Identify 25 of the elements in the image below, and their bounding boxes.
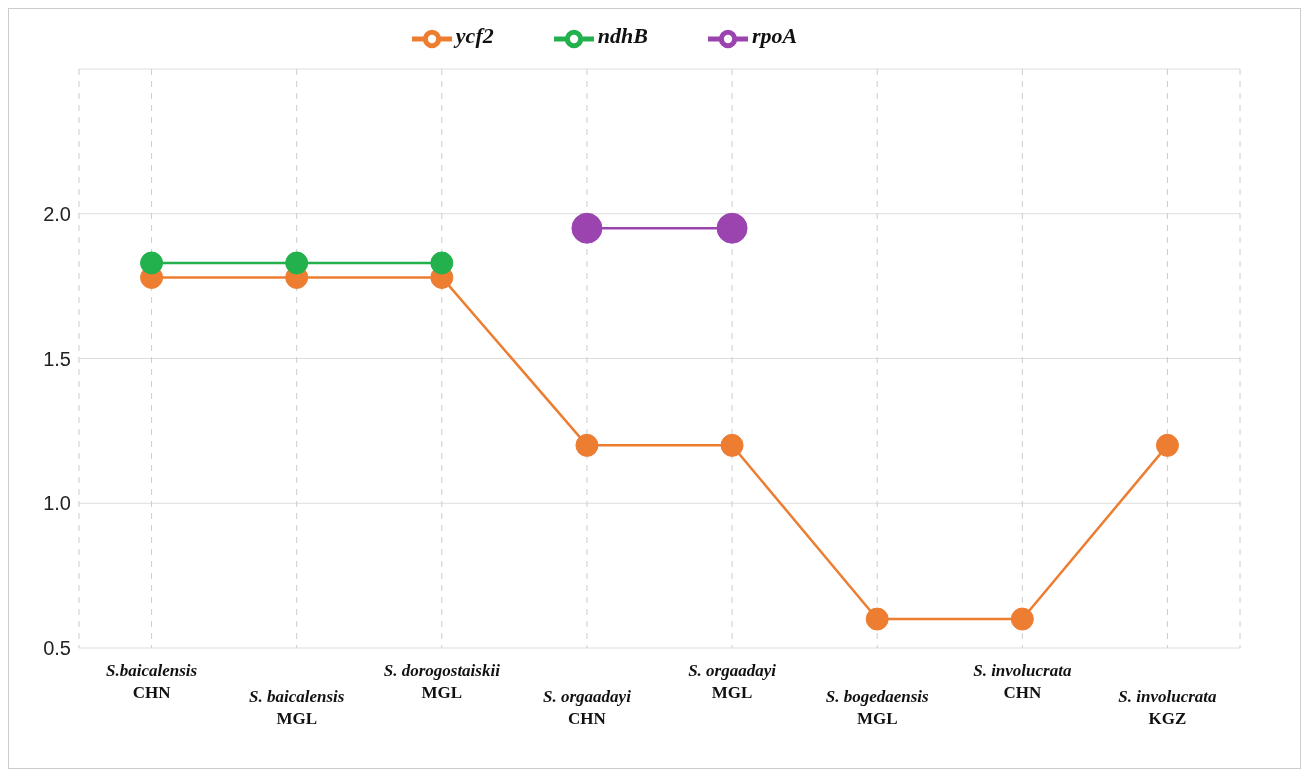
point xyxy=(865,607,889,631)
x-tick-label: S. orgaadayi CHN xyxy=(543,687,632,728)
point xyxy=(285,251,309,275)
point xyxy=(575,433,599,457)
legend-label: ycf2 xyxy=(455,22,494,48)
y-tick-label: 1.5 xyxy=(43,347,71,370)
point xyxy=(1010,607,1034,631)
legend-label: ndhB xyxy=(597,22,648,48)
legend-label: rpoA xyxy=(751,22,798,48)
x-tick-label: S. orgaadayi MGL xyxy=(688,661,777,702)
x-tick-label: S. involucrata CHN xyxy=(973,661,1072,702)
point xyxy=(571,212,603,244)
x-tick-label: S.baicalensis CHN xyxy=(105,661,198,702)
point xyxy=(140,251,164,275)
y-tick-label: 0.5 xyxy=(43,637,71,660)
point xyxy=(430,251,454,275)
x-tick-label: S. baicalensis MGL xyxy=(248,687,345,728)
x-tick-label: S. bogedaensis MGL xyxy=(825,687,930,728)
x-tick-label: S. dorogostaiskii MGL xyxy=(383,661,501,702)
x-tick-label: S. involucrata KGZ xyxy=(1118,687,1218,728)
y-tick-label: 2.0 xyxy=(43,202,71,225)
y-tick-label: 1.0 xyxy=(43,492,71,515)
point xyxy=(716,212,748,244)
point xyxy=(1155,433,1179,457)
point xyxy=(720,433,744,457)
